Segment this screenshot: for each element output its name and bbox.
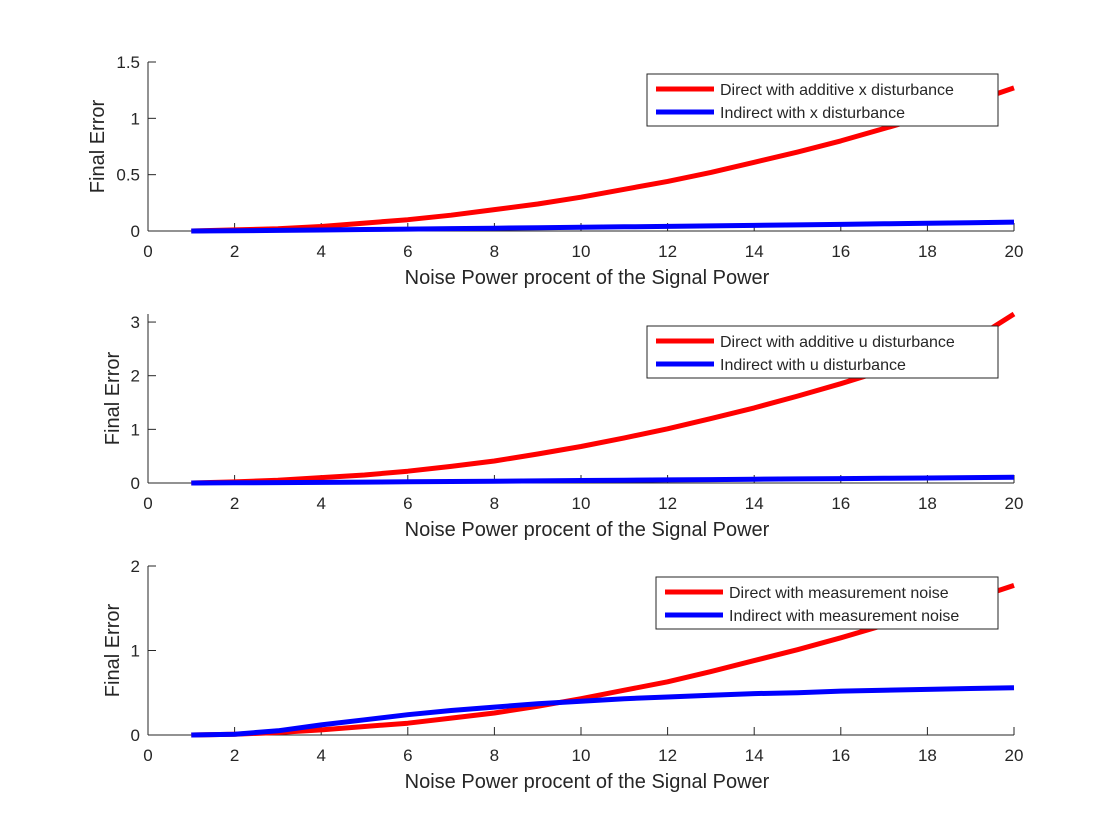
- subplot-1: 0 2 4 6 8 10 12 14 16 18 20 0 0.5 1 1.5 Noise Power pro…: [87, 53, 1023, 289]
- x-tick-label: 18: [918, 242, 937, 261]
- x-tick-label: 16: [831, 242, 850, 261]
- x-tick-label: 0: [143, 494, 152, 513]
- y-tick-label: 2: [131, 367, 140, 386]
- x-tick-label: 20: [1005, 494, 1024, 513]
- x-tick-label: 6: [403, 242, 412, 261]
- x-tick-label: 10: [572, 242, 591, 261]
- y-tick-label: 1: [131, 109, 140, 128]
- x-tick-label: 20: [1005, 746, 1024, 765]
- x-tick-label: 12: [658, 746, 677, 765]
- x-tick-label: 8: [490, 494, 499, 513]
- x-tick-label: 0: [143, 242, 152, 261]
- y-tick-label: 1.5: [116, 53, 140, 72]
- x-tick-label: 14: [745, 746, 764, 765]
- legend-box: [646, 325, 999, 379]
- x-tick-label: 12: [658, 242, 677, 261]
- y-tick-label: 0: [131, 474, 140, 493]
- x-tick-label: 4: [316, 242, 325, 261]
- x-tick-label: 10: [572, 494, 591, 513]
- x-tick-label: 8: [490, 242, 499, 261]
- x-tick-label: 8: [490, 746, 499, 765]
- x-axis-label: Noise Power procent of the Signal Power: [405, 771, 770, 793]
- x-axis-label: Noise Power procent of the Signal Power: [405, 267, 770, 289]
- legend-entry-label: Direct with additive x disturbance: [720, 82, 954, 99]
- x-axis-label: Noise Power procent of the Signal Power: [405, 519, 770, 541]
- x-tick-label: 2: [230, 746, 239, 765]
- x-tick-label: 14: [745, 242, 764, 261]
- x-tick-label: 12: [658, 494, 677, 513]
- y-tick-label: 3: [131, 313, 140, 332]
- x-tick-label: 18: [918, 494, 937, 513]
- x-tick-label: 6: [403, 746, 412, 765]
- series-line-indirect: [191, 685, 1015, 738]
- legend-box: [646, 73, 999, 127]
- y-axis-label: Final Error: [102, 603, 124, 697]
- y-tick-label: 1: [131, 642, 140, 661]
- y-axis-label: Final Error: [102, 351, 124, 445]
- x-tick-label: 6: [403, 494, 412, 513]
- y-tick-label: 0: [131, 222, 140, 241]
- x-tick-label: 20: [1005, 242, 1024, 261]
- legend-entry-label: Direct with measurement noise: [729, 585, 949, 602]
- y-tick-label: 0: [131, 726, 140, 745]
- series-line-direct: [191, 85, 1015, 234]
- x-tick-label: 0: [143, 746, 152, 765]
- legend: Direct with additive x disturbance Indire…: [646, 73, 999, 127]
- legend-entry-label: Direct with additive u disturbance: [720, 334, 955, 351]
- x-tick-label: 16: [831, 746, 850, 765]
- legend-entry-label: Indirect with x disturbance: [720, 105, 905, 122]
- x-tick-label: 4: [316, 494, 325, 513]
- y-tick-label: 1: [131, 420, 140, 439]
- series-line-indirect: [191, 474, 1015, 486]
- x-tick-label: 10: [572, 746, 591, 765]
- x-tick-label: 14: [745, 494, 764, 513]
- legend-entry-label: Indirect with u disturbance: [720, 357, 906, 374]
- legend: Direct with measurement noise Indirect wi…: [655, 576, 999, 630]
- x-tick-label: 2: [230, 242, 239, 261]
- legend-entry-label: Indirect with measurement noise: [729, 608, 959, 625]
- y-tick-label: 0.5: [116, 166, 140, 185]
- y-tick-label: 2: [131, 557, 140, 576]
- x-tick-label: 4: [316, 746, 325, 765]
- x-tick-label: 18: [918, 746, 937, 765]
- legend-box: [655, 576, 999, 630]
- series-line-indirect: [191, 219, 1015, 234]
- y-axis-label: Final Error: [87, 99, 109, 193]
- x-tick-label: 2: [230, 494, 239, 513]
- x-tick-label: 16: [831, 494, 850, 513]
- legend: Direct with additive u disturbance Indire…: [646, 325, 999, 379]
